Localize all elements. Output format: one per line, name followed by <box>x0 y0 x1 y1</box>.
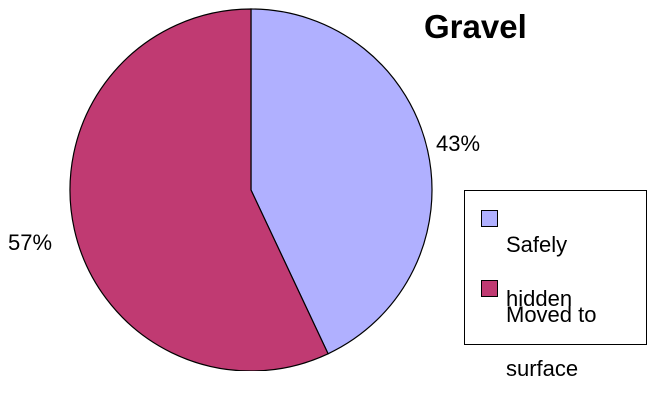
legend-label-line: surface <box>506 356 579 381</box>
legend-label-line: hidden <box>506 286 573 311</box>
legend-item-moved-to-surface: Moved to surface <box>481 274 597 409</box>
pie-plot-area <box>69 8 433 371</box>
legend-label-line: Safely <box>506 232 568 257</box>
pie-slice-safely-hidden <box>250 8 433 355</box>
legend-label-line: Moved to <box>506 302 597 327</box>
legend-item-safely-hidden: Safely hidden <box>481 204 572 339</box>
chart-title: Gravel <box>424 8 527 45</box>
legend-swatch-safely-hidden <box>481 210 498 227</box>
legend: Safely hidden Moved to surface <box>464 190 647 381</box>
data-label-moved-to-surface: 57% <box>8 230 53 255</box>
legend-label-moved-to-surface: Moved to surface <box>506 274 597 409</box>
legend-label-safely-hidden: Safely hidden <box>506 204 572 339</box>
legend-swatch-moved-to-surface <box>481 280 498 297</box>
pie-chart: Gravel 43% 57% Safely hidden Moved to su… <box>8 8 647 381</box>
pie-slice-moved-to-surface <box>69 8 329 371</box>
data-label-safely-hidden: 43% <box>436 131 481 156</box>
